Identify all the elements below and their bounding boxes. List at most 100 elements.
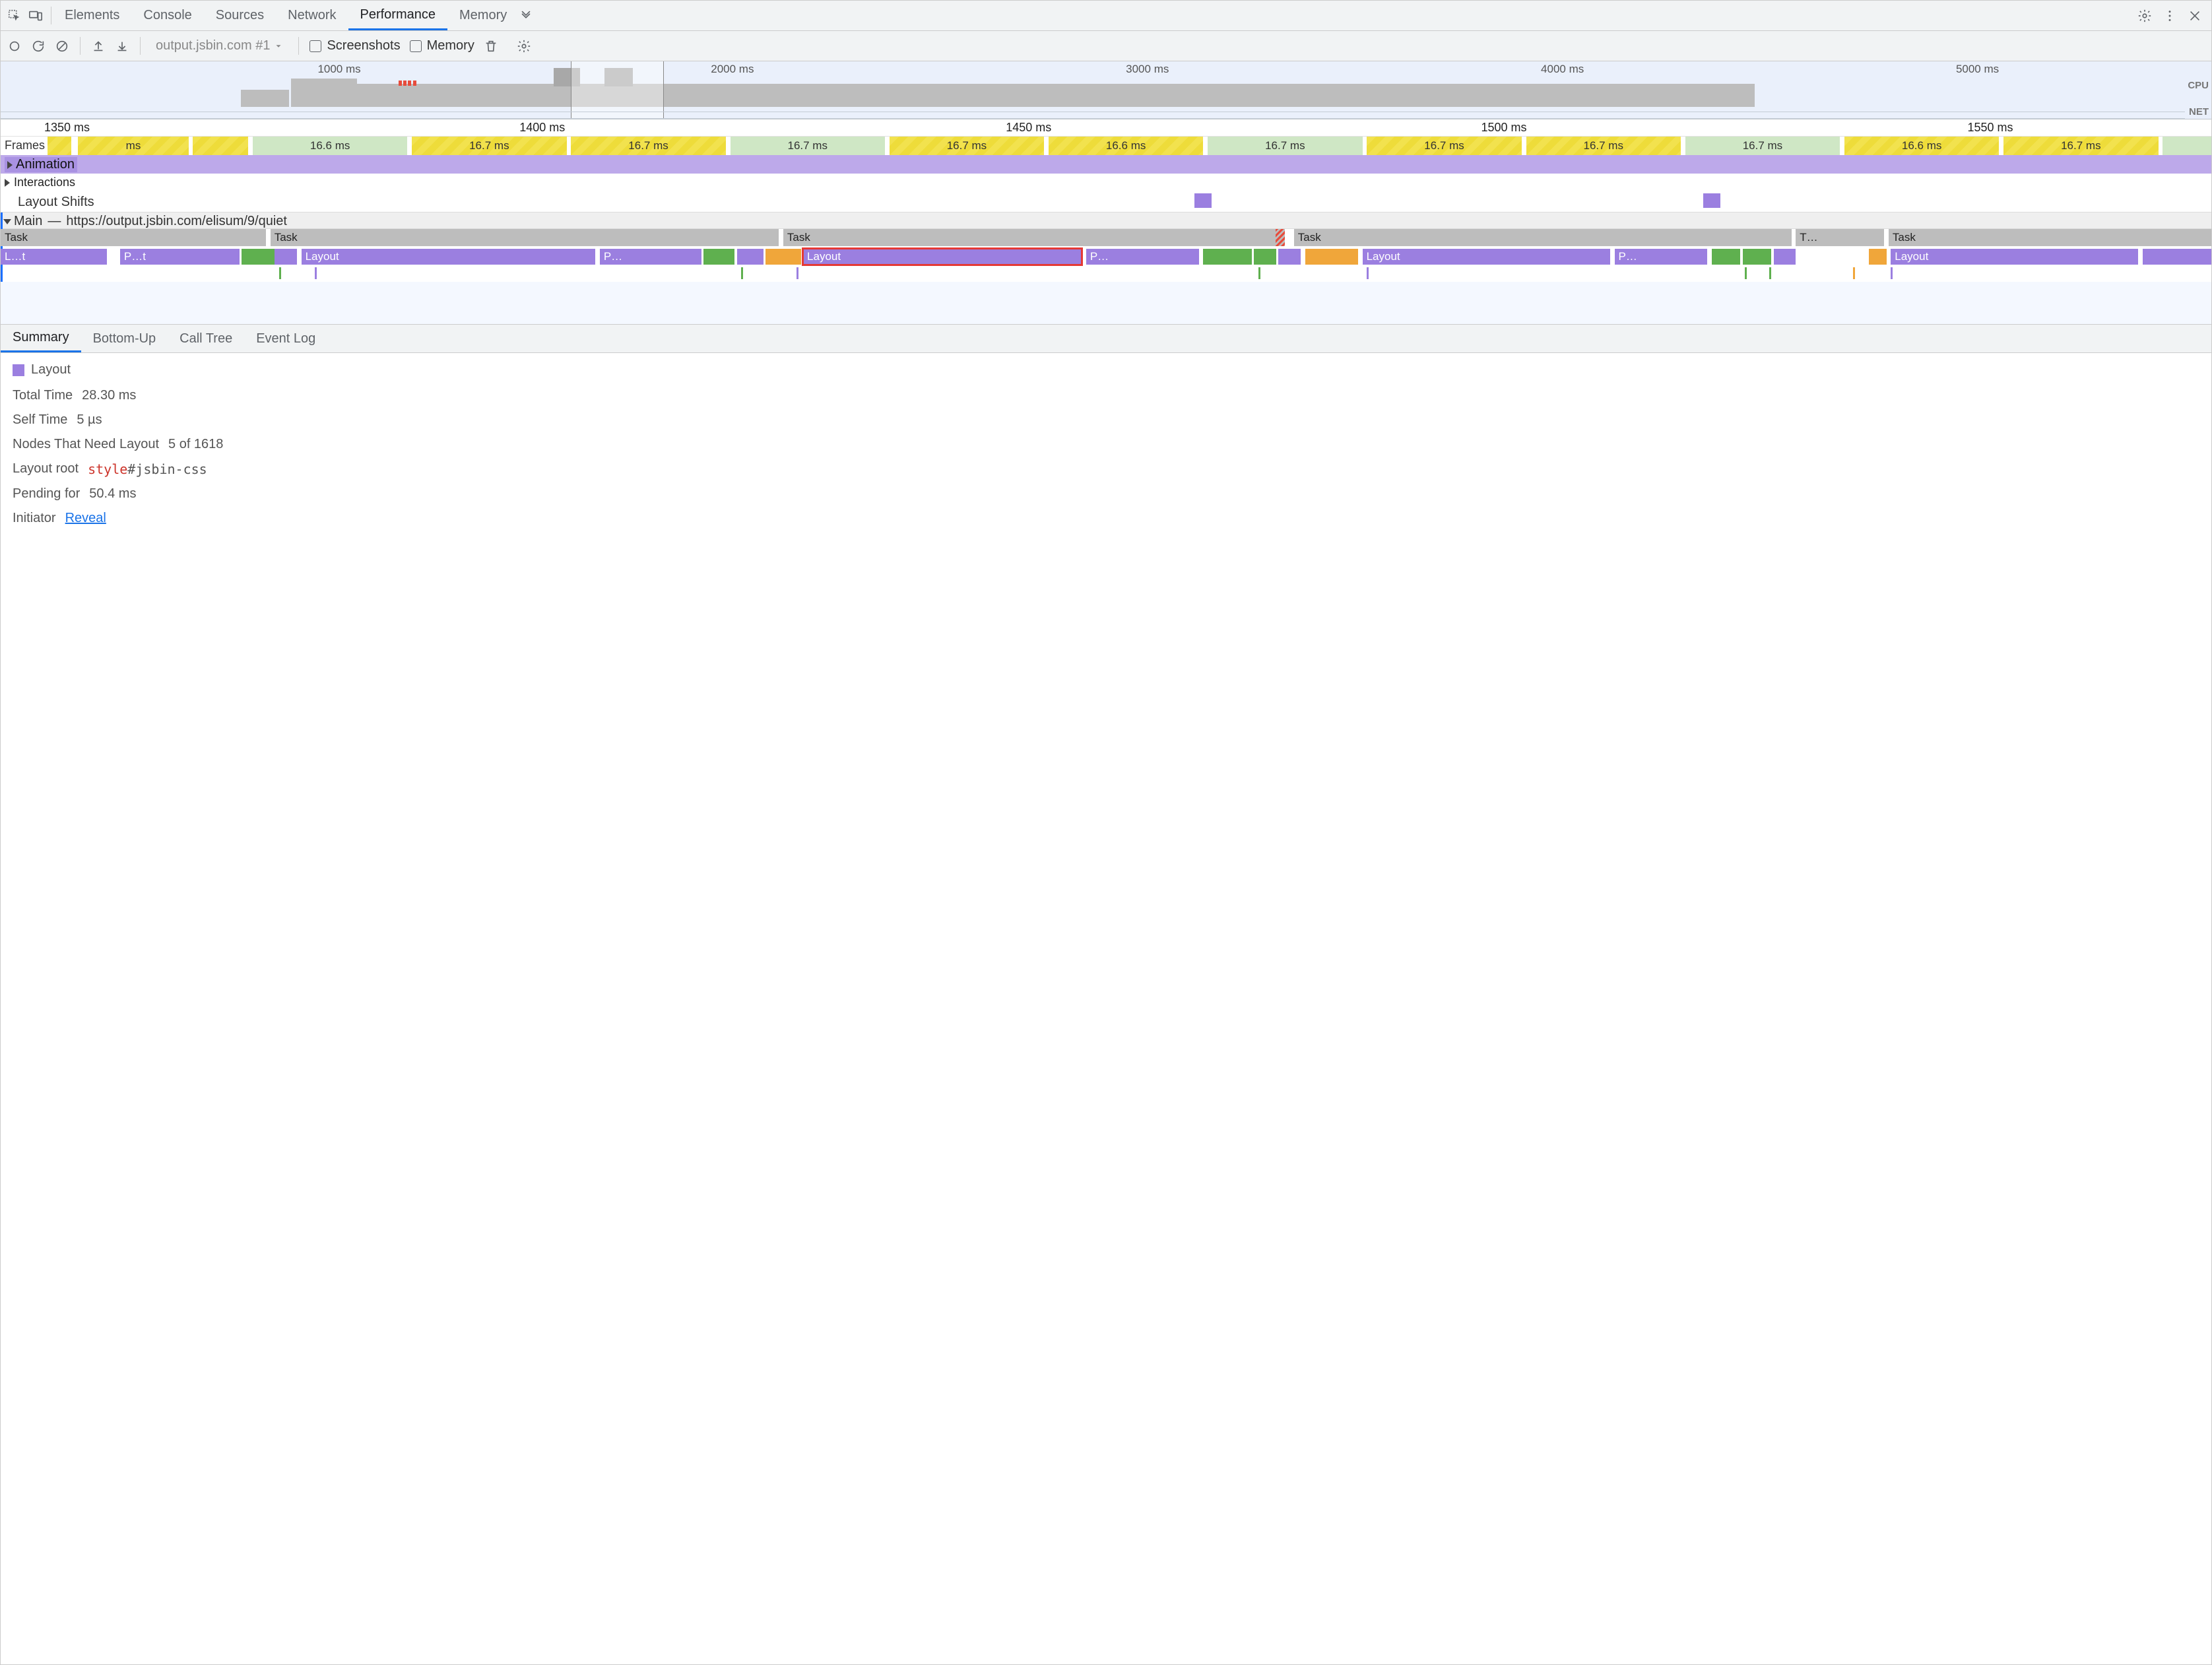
flame-bar[interactable] xyxy=(1203,249,1252,265)
tab-performance[interactable]: Performance xyxy=(348,1,448,30)
interactions-track[interactable]: Interactions xyxy=(1,174,2211,192)
flame-bar[interactable] xyxy=(703,249,734,265)
flame-thin-bar[interactable] xyxy=(315,267,317,279)
flame-bar[interactable]: P… xyxy=(1615,249,1708,265)
flame-bar[interactable] xyxy=(765,249,801,265)
flame-bar[interactable] xyxy=(1743,249,1772,265)
task-bar[interactable]: Task xyxy=(1889,229,2211,246)
frame-cell[interactable] xyxy=(2163,137,2211,155)
flame-bar[interactable]: Layout xyxy=(1363,249,1610,265)
detail-tab-bottom-up[interactable]: Bottom-Up xyxy=(81,325,168,352)
frame-cell[interactable]: 16.6 ms xyxy=(1844,137,2000,155)
flame-thin-bar[interactable] xyxy=(279,267,281,279)
clear-icon[interactable] xyxy=(55,39,69,53)
frame-cell[interactable]: 16.7 ms xyxy=(1367,137,1522,155)
frame-cell[interactable]: 16.6 ms xyxy=(253,137,408,155)
flame-bar[interactable]: Layout xyxy=(1891,249,2138,265)
layout-shift-block[interactable] xyxy=(1194,193,1212,208)
memory-checkbox[interactable]: Memory xyxy=(410,38,474,53)
tab-console[interactable]: Console xyxy=(131,1,203,30)
tab-memory[interactable]: Memory xyxy=(447,1,519,30)
overview-baseline xyxy=(1,118,2185,119)
frame-cell[interactable]: 16.7 ms xyxy=(1208,137,1363,155)
inspect-icon[interactable] xyxy=(7,9,22,23)
task-bar[interactable]: Task xyxy=(271,229,779,246)
layout-shift-block[interactable] xyxy=(1703,193,1720,208)
collapse-arrow-icon[interactable] xyxy=(5,179,10,187)
close-icon[interactable] xyxy=(2188,9,2202,23)
frame-cell[interactable]: 16.6 ms xyxy=(1049,137,1204,155)
flame-bar[interactable] xyxy=(1869,249,1887,265)
flamechart[interactable]: 1350 ms1400 ms1450 ms1500 ms1550 ms ms16… xyxy=(1,119,2211,324)
screenshots-checkbox[interactable]: Screenshots xyxy=(309,38,400,53)
settings-icon[interactable] xyxy=(2137,9,2152,23)
frame-cell[interactable]: 16.7 ms xyxy=(1526,137,1681,155)
overview-red-marker xyxy=(399,81,402,86)
kebab-icon[interactable] xyxy=(2163,9,2177,23)
flame-bar[interactable] xyxy=(242,249,275,265)
task-bar[interactable]: T… xyxy=(1796,229,1884,246)
layout-shifts-label: Layout Shifts xyxy=(18,195,94,210)
frame-cell[interactable]: 16.7 ms xyxy=(1685,137,1840,155)
record-icon[interactable] xyxy=(7,39,22,53)
download-icon[interactable] xyxy=(115,39,129,53)
recording-dropdown[interactable]: output.jsbin.com #1 xyxy=(151,36,288,55)
more-tabs-icon[interactable] xyxy=(519,9,533,23)
flame-bar[interactable]: P… xyxy=(1086,249,1199,265)
flame-bar[interactable] xyxy=(1774,249,1796,265)
frame-cell[interactable]: ms xyxy=(78,137,189,155)
frame-cell[interactable]: 16.7 ms xyxy=(412,137,567,155)
flame-bar[interactable]: Layout xyxy=(302,249,596,265)
devtools-tabs: ElementsConsoleSourcesNetworkPerformance… xyxy=(1,1,2211,31)
flame-bar[interactable] xyxy=(737,249,764,265)
tab-elements[interactable]: Elements xyxy=(53,1,131,30)
flame-bar[interactable] xyxy=(1712,249,1741,265)
separator xyxy=(80,37,81,55)
flame-bar[interactable]: L…t xyxy=(1,249,107,265)
collapse-arrow-icon[interactable] xyxy=(7,161,13,169)
summary-header: Layout xyxy=(13,362,2199,377)
flame-thin-bar[interactable] xyxy=(1258,267,1260,279)
flame-bar[interactable] xyxy=(1254,249,1276,265)
flame-bar[interactable]: P… xyxy=(600,249,701,265)
flame-thin-bar[interactable] xyxy=(797,267,798,279)
flame-thin-bar[interactable] xyxy=(1891,267,1893,279)
task-bar[interactable]: Task xyxy=(1294,229,1792,246)
task-bar[interactable]: Task xyxy=(1,229,266,246)
frame-cell[interactable]: 16.7 ms xyxy=(890,137,1045,155)
flame-thin-bar[interactable] xyxy=(1769,267,1771,279)
flame-bar[interactable] xyxy=(1305,249,1358,265)
flame-bar[interactable] xyxy=(1278,249,1301,265)
device-toggle-icon[interactable] xyxy=(28,9,43,23)
flame-bar[interactable]: Layout xyxy=(803,249,1082,265)
tab-sources[interactable]: Sources xyxy=(204,1,276,30)
frame-cell[interactable]: 16.7 ms xyxy=(571,137,726,155)
flame-bar[interactable]: P…t xyxy=(120,249,240,265)
detail-tabs: SummaryBottom-UpCall TreeEvent Log xyxy=(1,324,2211,353)
reload-icon[interactable] xyxy=(31,39,46,53)
overview-strip[interactable]: 1000 ms2000 ms3000 ms4000 ms5000 ms CPU … xyxy=(1,61,2211,119)
task-bar[interactable]: Task xyxy=(783,229,1285,246)
layout-root-value[interactable]: style#jsbin-css xyxy=(88,461,207,477)
capture-settings-icon[interactable] xyxy=(517,39,531,53)
flame-thin-bar[interactable] xyxy=(1853,267,1855,279)
frame-cell[interactable]: 16.7 ms xyxy=(731,137,886,155)
flame-thin-bar[interactable] xyxy=(1367,267,1369,279)
frame-cell[interactable] xyxy=(193,137,248,155)
flame-bar[interactable] xyxy=(275,249,297,265)
flame-bar[interactable] xyxy=(2143,249,2211,265)
tab-network[interactable]: Network xyxy=(276,1,348,30)
main-track-header[interactable]: Main — https://output.jsbin.com/elisum/9… xyxy=(1,212,2211,229)
flame-thin-bar[interactable] xyxy=(741,267,743,279)
overview-selection[interactable] xyxy=(571,61,664,119)
delete-icon[interactable] xyxy=(484,39,498,53)
detail-tab-summary[interactable]: Summary xyxy=(1,325,81,352)
expand-arrow-icon[interactable] xyxy=(3,219,11,224)
reveal-link[interactable]: Reveal xyxy=(65,511,106,526)
detail-tab-event-log[interactable]: Event Log xyxy=(244,325,327,352)
detail-tab-call-tree[interactable]: Call Tree xyxy=(168,325,244,352)
animation-track[interactable]: Animation xyxy=(1,155,2211,174)
upload-icon[interactable] xyxy=(91,39,106,53)
flame-thin-bar[interactable] xyxy=(1745,267,1747,279)
frame-cell[interactable]: 16.7 ms xyxy=(2003,137,2159,155)
